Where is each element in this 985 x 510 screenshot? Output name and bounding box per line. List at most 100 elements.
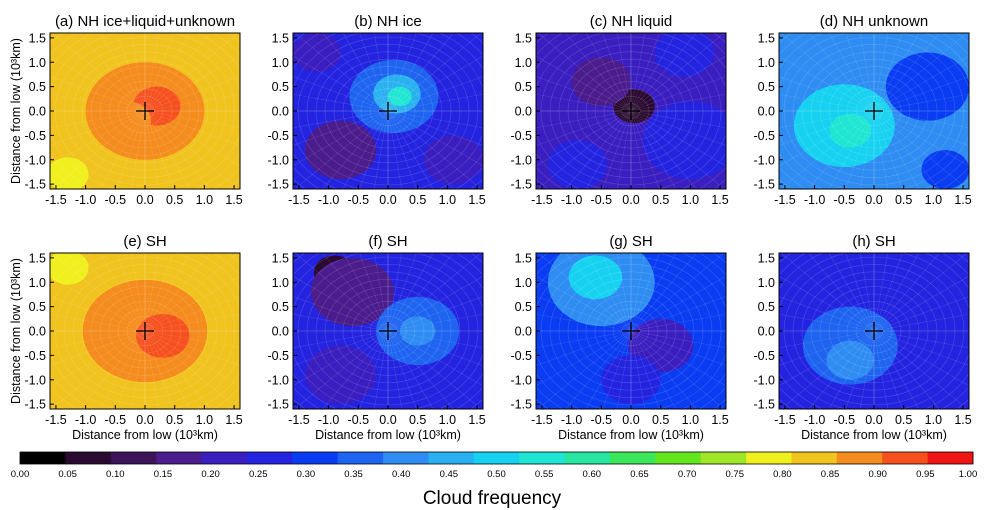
polar-grid-ring [810,58,938,164]
polar-grid-spoke [630,296,726,332]
polar-grid-ring [72,271,218,391]
polar-grid-ring [90,286,200,376]
panel-title: (d) NH unknown [820,13,928,30]
polar-grid-ring [63,264,227,398]
polar-grid-spoke [293,313,389,332]
polar-grid-spoke [99,253,146,332]
x-tick-label: 0.5 [166,413,183,427]
x-tick-label: 1.5 [711,193,728,207]
polar-grid-spoke [873,110,969,146]
polar-grid-spoke [387,110,417,189]
polar-grid-spoke [873,330,969,349]
y-tick-label: 1.5 [758,251,775,265]
polar-grid-ring [351,81,425,141]
y-tick-label: 0.5 [758,300,775,314]
colorbar-tick-label: 0.55 [535,469,554,480]
polar-grid-spoke [873,253,940,332]
y-tick-label: 0.0 [758,325,775,339]
heatmap-field [50,253,240,409]
colorbar-tick-label: 0.85 [821,469,840,480]
y-axis-label: Distance from low (10³km) [9,258,23,404]
polar-grid-spoke [630,110,646,189]
polar-grid-spoke [536,93,632,112]
colorbar-tick-label: 0.80 [773,469,792,480]
polar-grid-spoke [859,110,875,189]
polar-grid-spoke [51,330,146,409]
polar-grid-spoke [387,110,483,167]
x-tick-label: 1.0 [439,413,456,427]
panel-title: (g) SH [609,233,652,250]
polar-grid-spoke [808,110,875,189]
polar-grid-spoke [630,110,677,189]
x-tick-label: 0.5 [895,193,912,207]
y-tick-label: -1.0 [267,153,289,167]
x-tick-label: -1.0 [318,413,340,427]
polar-grid-spoke [873,55,969,112]
polar-grid-spoke [387,93,483,112]
y-tick-label: 0.0 [272,325,289,339]
polar-grid-ring [360,308,416,354]
polar-grid-ring [90,66,200,156]
polar-grid-spoke [116,253,146,332]
polar-grid-spoke [144,110,191,189]
polar-grid-spoke [387,330,482,409]
polar-grid-spoke [387,33,454,112]
polar-grid-spoke [779,330,875,387]
polar-grid-spoke [873,76,969,112]
x-tick-label: -1.0 [75,193,97,207]
y-tick-label: -0.5 [267,129,289,143]
heatmap-contour-region [781,253,836,295]
polar-grid-spoke [873,313,969,332]
polar-grid-spoke [50,76,146,112]
x-axis-label: Distance from low (10³km) [315,428,461,442]
polar-grid-ring [810,278,938,384]
polar-grid-spoke [50,330,146,349]
polar-grid-spoke [779,110,875,167]
polar-grid-spoke [79,110,146,189]
panel-1: (a) NH ice+liquid+unknown -1.5 -1.0 -0.5 0.0… [9,13,243,207]
x-tick-label: -1.0 [804,413,826,427]
polar-grid-spoke [99,110,146,189]
y-tick-label: -0.5 [753,349,775,363]
y-tick-label: 1.0 [29,56,46,70]
polar-grid-spoke [585,110,632,189]
polar-grid-spoke [387,253,403,332]
x-tick-label: -1.0 [75,413,97,427]
colorbar-tick-label: 0.20 [201,469,220,480]
polar-grid-spoke [99,330,146,409]
polar-grid-spoke [845,110,875,189]
polar-grid-spoke [779,296,875,332]
polar-grid-ring [846,88,902,134]
polar-grid-spoke [779,55,875,112]
y-tick-label: -1.5 [510,178,532,192]
x-tick-label: 1.5 [468,413,485,427]
x-tick-label: -1.5 [774,193,796,207]
polar-grid-spoke [537,253,632,332]
heatmap-contour-region [50,253,89,285]
panel-7: (g) SH -1.5 -1.0 -0.5 0.0 0.5 1.0 1.5 1.5 1.0 0.5 0… [510,233,728,442]
polar-grid-spoke [630,33,677,112]
y-tick-label: 1.0 [515,56,532,70]
polar-grid-ring [594,81,668,141]
colorbar-segment [882,452,929,464]
polar-grid-ring [108,301,182,361]
x-tick-label: 1.5 [954,413,971,427]
heatmap-contour-region [571,57,631,107]
y-tick-label: 0.0 [758,105,775,119]
panel-title: (h) SH [852,233,895,250]
polar-grid-spoke [630,93,726,112]
heatmap-contour-region [826,340,874,380]
polar-grid-spoke [602,33,632,112]
polar-grid-ring [324,278,452,384]
heatmap-contour-region [654,33,715,77]
x-tick-label: 0.0 [136,413,153,427]
x-axis-label: Distance from low (10³km) [801,428,947,442]
x-tick-label: -1.5 [531,193,553,207]
heatmap-contour-region [547,140,608,189]
polar-grid-ring [342,73,434,149]
polar-grid-spoke [50,330,146,387]
x-tick-label: 1.5 [954,193,971,207]
colorbar-segment [655,452,702,464]
colorbar-tick-label: 0.60 [583,469,602,480]
x-tick-label: 1.5 [225,413,242,427]
